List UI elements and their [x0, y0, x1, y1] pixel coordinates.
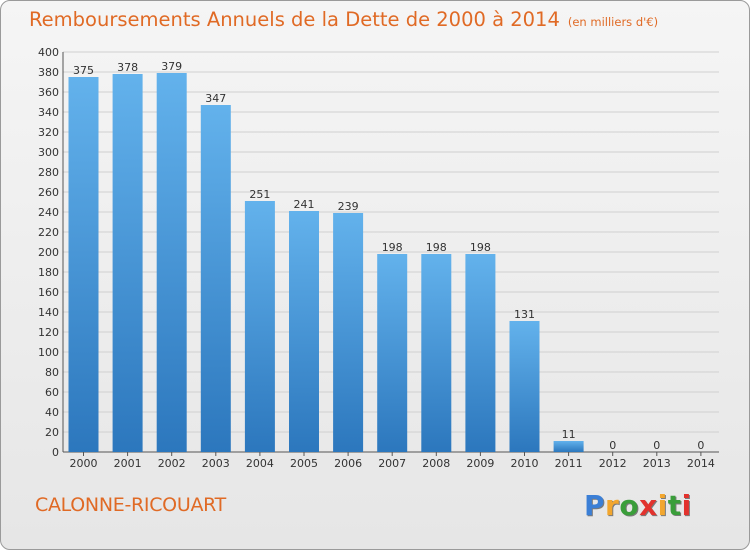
data-label: 11	[562, 428, 576, 441]
data-label: 131	[514, 308, 535, 321]
data-label: 251	[249, 188, 270, 201]
data-label: 0	[697, 439, 704, 452]
y-tick-label: 400	[38, 46, 59, 59]
logo-letter: o	[619, 489, 640, 522]
x-tick-label: 2000	[70, 457, 98, 470]
x-tick-label: 2013	[643, 457, 671, 470]
y-tick-label: 260	[38, 186, 59, 199]
chart-subtitle: (en milliers d'€)	[567, 15, 659, 29]
y-tick-label: 80	[45, 366, 59, 379]
x-tick-label: 2006	[334, 457, 362, 470]
x-tick-label: 2009	[466, 457, 494, 470]
x-tick-labels: 2000 2001 2002 2003 2004 2005 2006 2007 2008 2009…	[70, 457, 715, 470]
logo-letter: r	[605, 489, 620, 522]
bar	[421, 254, 452, 452]
x-tick-label: 2003	[202, 457, 230, 470]
data-label: 198	[470, 241, 491, 254]
y-tick-labels: 0 20 40 60 80 100 120 140 160 180 200 220 240 260 280 3…	[38, 46, 59, 459]
y-tick-label: 360	[38, 86, 59, 99]
x-tick-label: 2010	[511, 457, 539, 470]
bar	[553, 441, 584, 452]
y-tick-label: 200	[38, 246, 59, 259]
y-tick-label: 160	[38, 286, 59, 299]
bar	[200, 105, 231, 452]
x-tick-label: 2005	[290, 457, 318, 470]
logo-letter: x	[639, 489, 658, 522]
data-labels: 375 378 379 347 251 241 239 198 198 198 131 11 0 0 0	[73, 60, 704, 452]
bar	[112, 74, 143, 452]
bar	[244, 201, 275, 452]
data-label: 347	[205, 92, 226, 105]
bar	[333, 213, 364, 452]
data-label: 198	[382, 241, 403, 254]
y-tick-label: 20	[45, 426, 59, 439]
y-tick-label: 240	[38, 206, 59, 219]
bars	[68, 73, 584, 452]
x-tick-label: 2014	[687, 457, 715, 470]
data-label: 375	[73, 64, 94, 77]
y-tick-label: 280	[38, 166, 59, 179]
x-tick-label: 2008	[422, 457, 450, 470]
x-tick-label: 2012	[599, 457, 627, 470]
logo-letter: P	[584, 489, 606, 522]
logo-letter: t	[667, 489, 682, 522]
commune-name: CALONNE-RICOUART	[35, 494, 226, 516]
y-tick-label: 60	[45, 386, 59, 399]
y-tick-label: 220	[38, 226, 59, 239]
y-tick-label: 140	[38, 306, 59, 319]
data-label: 239	[338, 200, 359, 213]
chart-title: Remboursements Annuels de la Dette de 20…	[29, 8, 658, 31]
proxiti-logo: Proxiti	[584, 489, 692, 522]
bar	[156, 73, 187, 452]
bar	[465, 254, 496, 452]
logo-letter: i	[681, 489, 692, 522]
x-tick-label: 2001	[114, 457, 142, 470]
bar	[289, 211, 319, 452]
y-tick-label: 180	[38, 266, 59, 279]
y-tick-label: 380	[38, 66, 59, 79]
y-tick-label: 320	[38, 126, 59, 139]
bar	[68, 77, 99, 452]
x-tick-label: 2004	[246, 457, 274, 470]
chart-title-text: Remboursements Annuels de la Dette de 20…	[29, 8, 560, 31]
data-label: 378	[117, 61, 138, 74]
y-tick-label: 120	[38, 326, 59, 339]
x-tick-label: 2007	[378, 457, 406, 470]
y-tick-label: 100	[38, 346, 59, 359]
y-tick-label: 40	[45, 406, 59, 419]
logo-letter: i	[657, 489, 668, 522]
data-label: 198	[426, 241, 447, 254]
x-tick-label: 2002	[158, 457, 186, 470]
y-tick-label: 0	[52, 446, 59, 459]
bar	[377, 254, 408, 452]
y-tick-label: 340	[38, 106, 59, 119]
data-label: 0	[653, 439, 660, 452]
bar	[509, 321, 540, 452]
data-label: 0	[609, 439, 616, 452]
data-label: 379	[161, 60, 182, 73]
data-label: 241	[294, 198, 315, 211]
y-tick-label: 300	[38, 146, 59, 159]
x-tick-label: 2011	[555, 457, 583, 470]
